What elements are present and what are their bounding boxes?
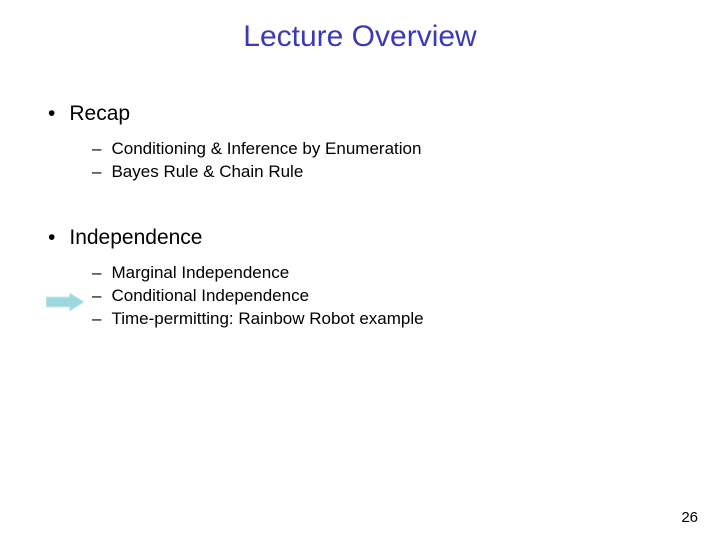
- bullet-dot: •: [48, 226, 55, 250]
- slide-title: Lecture Overview: [0, 0, 720, 54]
- current-topic-arrow-icon: [46, 293, 84, 311]
- sub-bullet-text: Conditional Independence: [111, 285, 309, 308]
- bullet-text: Independence: [69, 226, 202, 250]
- bullet-dot: •: [48, 102, 55, 126]
- page-number: 26: [681, 509, 698, 526]
- bullet-independence: • Independence: [48, 226, 720, 250]
- sub-bullet: – Bayes Rule & Chain Rule: [92, 161, 720, 184]
- sub-bullet-text: Time-permitting: Rainbow Robot example: [111, 308, 423, 331]
- bullet-dash: –: [92, 138, 101, 161]
- bullet-dash: –: [92, 262, 101, 285]
- sub-bullet: – Marginal Independence: [92, 262, 720, 285]
- sub-bullet: – Conditional Independence: [92, 285, 720, 308]
- bullet-dash: –: [92, 161, 101, 184]
- bullet-dash: –: [92, 285, 101, 308]
- bullet-text: Recap: [69, 102, 130, 126]
- sub-bullet: – Conditioning & Inference by Enumeratio…: [92, 138, 720, 161]
- sub-bullet-text: Bayes Rule & Chain Rule: [111, 161, 303, 184]
- bullet-dash: –: [92, 308, 101, 331]
- sub-bullet-text: Marginal Independence: [111, 262, 289, 285]
- sub-bullet-text: Conditioning & Inference by Enumeration: [111, 138, 421, 161]
- bullet-recap: • Recap: [48, 102, 720, 126]
- sub-bullet: – Time-permitting: Rainbow Robot example: [92, 308, 720, 331]
